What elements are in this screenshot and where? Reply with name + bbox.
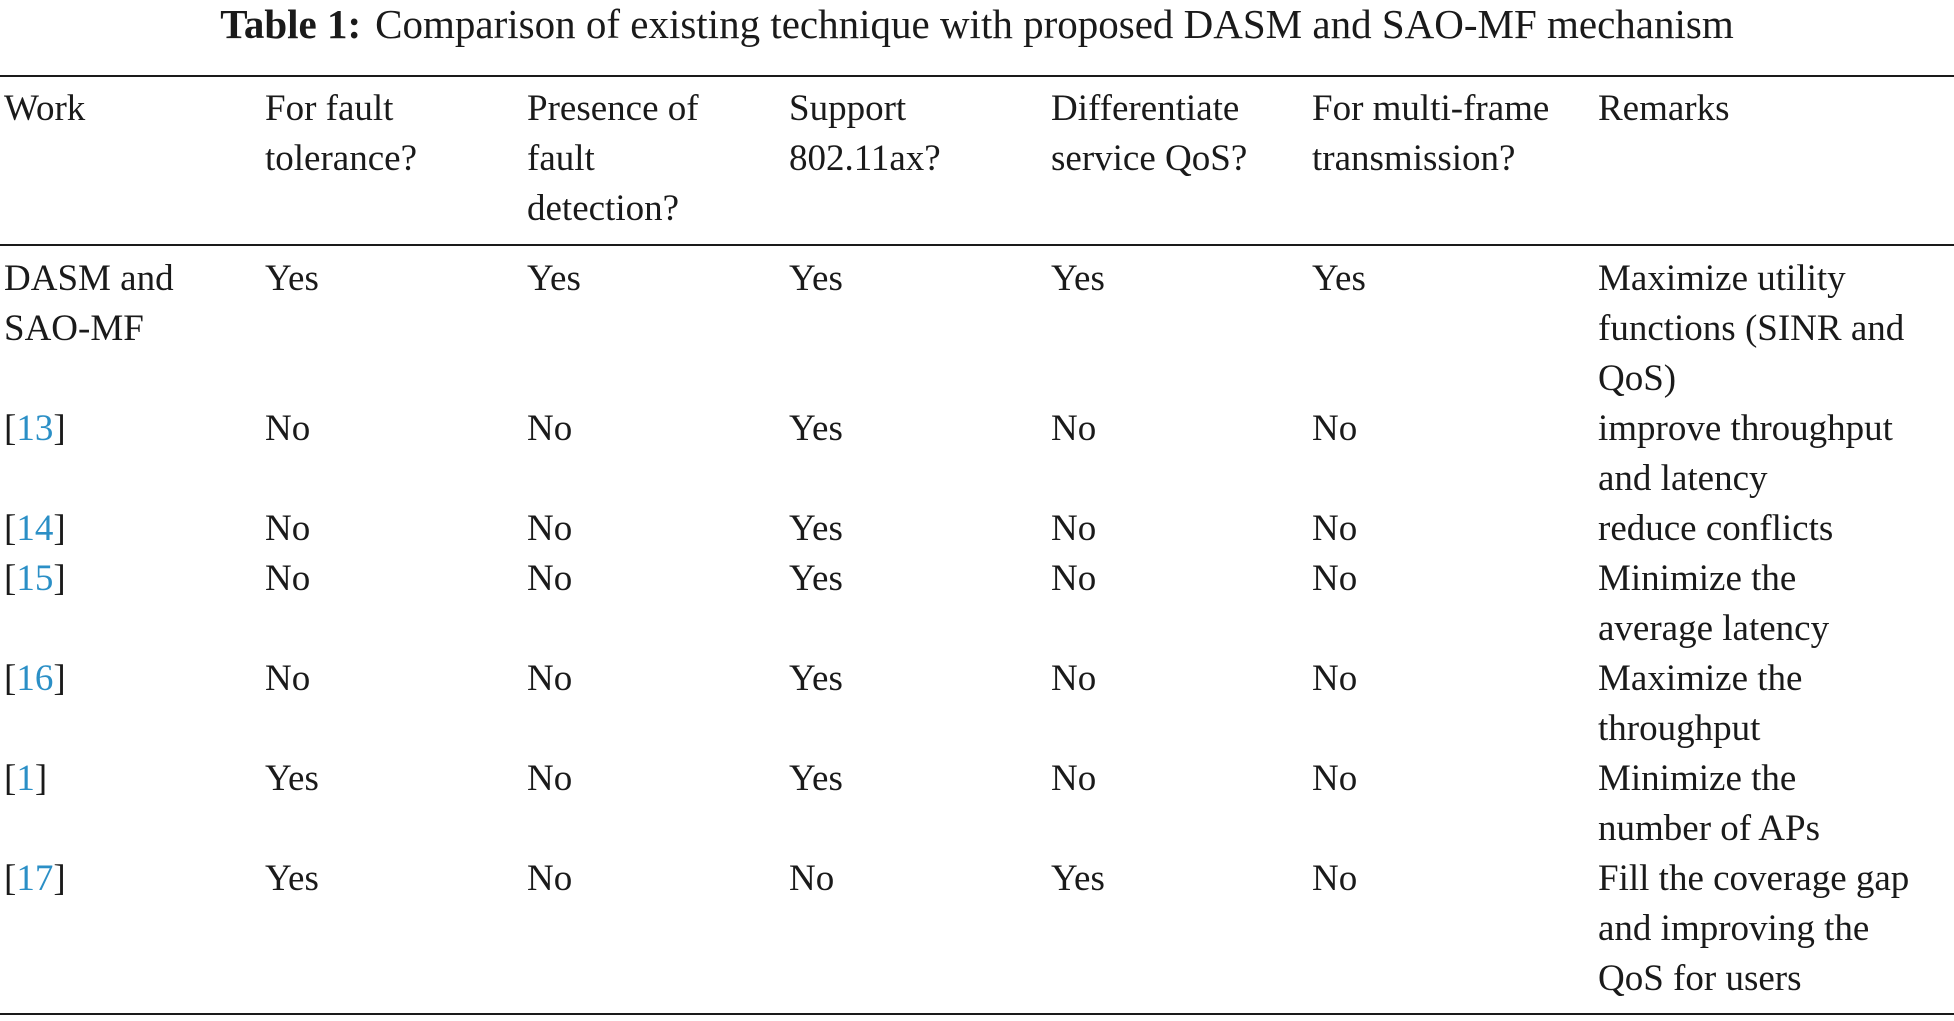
row-multi-frame: No [1312, 758, 1358, 799]
row-802-11ax: Yes [789, 408, 843, 449]
header-802-11ax: Support 802.11ax? [789, 88, 941, 179]
header-remarks: Remarks [1598, 88, 1730, 129]
row-work: DASM and SAO-MF [4, 258, 174, 349]
reference-link[interactable]: 13 [16, 408, 54, 449]
reference-link[interactable]: 17 [16, 858, 54, 899]
row-802-11ax: No [789, 858, 835, 899]
row-fault-tolerance: Yes [265, 758, 319, 799]
row-multi-frame: No [1312, 658, 1358, 699]
row-differentiate-qos: No [1051, 558, 1097, 599]
row-fault-detection: No [527, 758, 573, 799]
reference-link[interactable]: 1 [16, 758, 35, 799]
row-work-ref: [1] [4, 758, 48, 799]
row-802-11ax: Yes [789, 558, 843, 599]
bottom-rule [0, 1013, 1954, 1015]
row-802-11ax: Yes [789, 258, 843, 299]
header-fault-detection: Presence of fault detection? [527, 88, 699, 229]
row-work-ref: [13] [4, 408, 66, 449]
row-work-ref: [17] [4, 858, 66, 899]
row-multi-frame: Yes [1312, 258, 1366, 299]
row-fault-detection: No [527, 508, 573, 549]
row-remarks: Minimize the average latency [1598, 558, 1830, 649]
row-work-ref: [15] [4, 558, 66, 599]
row-differentiate-qos: No [1051, 408, 1097, 449]
row-differentiate-qos: Yes [1051, 858, 1105, 899]
row-remarks: improve throughput and latency [1598, 408, 1893, 499]
row-802-11ax: Yes [789, 658, 843, 699]
row-remarks: reduce conflicts [1598, 508, 1834, 549]
header-work: Work [4, 88, 86, 129]
row-multi-frame: No [1312, 858, 1358, 899]
row-fault-tolerance: No [265, 658, 311, 699]
table-caption: Table 1: Comparison of existing technique… [0, 0, 1954, 56]
row-fault-detection: No [527, 408, 573, 449]
row-fault-tolerance: No [265, 408, 311, 449]
row-fault-tolerance: Yes [265, 258, 319, 299]
reference-link[interactable]: 16 [16, 658, 54, 699]
row-differentiate-qos: No [1051, 658, 1097, 699]
reference-link[interactable]: 15 [16, 558, 54, 599]
row-fault-tolerance: Yes [265, 858, 319, 899]
row-802-11ax: Yes [789, 508, 843, 549]
row-802-11ax: Yes [789, 758, 843, 799]
row-remarks: Fill the coverage gap and improving the … [1598, 858, 1910, 999]
row-fault-detection: Yes [527, 258, 581, 299]
header-multi-frame: For multi-frame transmission? [1312, 88, 1550, 179]
row-multi-frame: No [1312, 408, 1358, 449]
row-multi-frame: No [1312, 508, 1358, 549]
row-remarks: Maximize the throughput [1598, 658, 1803, 749]
row-differentiate-qos: No [1051, 758, 1097, 799]
header-differentiate-qos: Differentiate service QoS? [1051, 88, 1248, 179]
header-fault-tolerance: For fault tolerance? [265, 88, 417, 179]
row-work-ref: [14] [4, 508, 66, 549]
table-caption-label: Table 1: [220, 1, 362, 47]
row-fault-detection: No [527, 658, 573, 699]
row-differentiate-qos: Yes [1051, 258, 1105, 299]
reference-link[interactable]: 14 [16, 508, 54, 549]
top-rule [0, 75, 1954, 77]
row-fault-tolerance: No [265, 508, 311, 549]
row-remarks: Minimize the number of APs [1598, 758, 1820, 849]
header-rule [0, 244, 1954, 246]
row-fault-tolerance: No [265, 558, 311, 599]
row-fault-detection: No [527, 858, 573, 899]
row-work-ref: [16] [4, 658, 66, 699]
table-caption-text: Comparison of existing technique with pr… [375, 1, 1734, 47]
row-remarks: Maximize utility functions (SINR and QoS… [1598, 258, 1905, 399]
row-fault-detection: No [527, 558, 573, 599]
row-differentiate-qos: No [1051, 508, 1097, 549]
row-multi-frame: No [1312, 558, 1358, 599]
